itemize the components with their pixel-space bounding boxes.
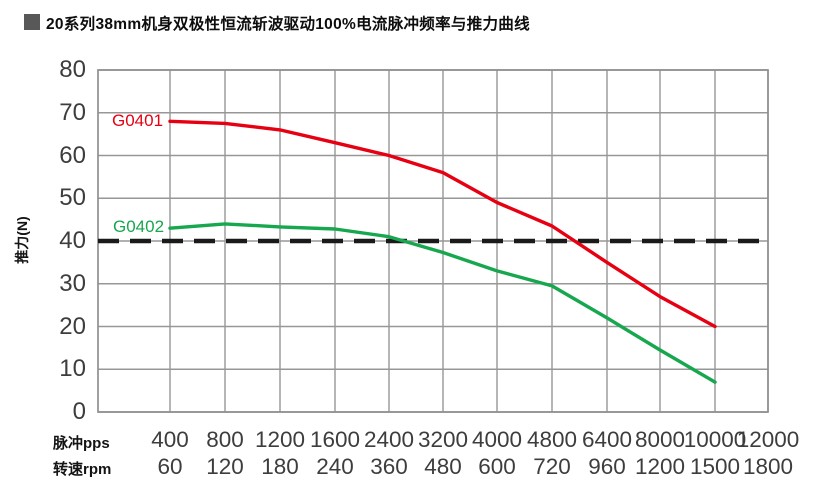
y-tick-label: 70 [59,98,86,126]
y-tick-label: 80 [59,56,86,83]
x-axis-row-label-pps: 脉冲pps [53,435,110,452]
y-tick-label: 20 [59,312,86,340]
x-axis-row-label-rpm: 转速rpm [53,461,112,478]
x-tick-label-rpm: 360 [370,454,408,479]
x-tick-label-pps: 800 [206,427,244,452]
x-tick-label-pps: 2400 [363,427,415,452]
y-tick-label: 10 [59,355,86,383]
x-tick-label-pps: 4800 [526,427,578,452]
series-label-g0401: G0401 [112,111,164,130]
x-tick-label-rpm: 1500 [689,454,741,479]
title-bullet-icon [24,14,40,30]
x-tick-label-pps: 10000 [683,427,747,452]
x-tick-label-pps: 4000 [471,427,523,452]
x-tick-label-rpm: 720 [533,454,571,479]
series-line-g0401 [168,119,717,329]
x-tick-label-rpm: 180 [261,454,299,479]
y-tick-label: 40 [59,227,86,254]
x-tick-label-rpm: 960 [588,454,626,479]
y-tick-label: 0 [72,398,86,425]
series-label-g0402: G0402 [113,217,165,236]
x-tick-label-pps: 8000 [634,427,686,452]
x-tick-label-rpm: 60 [157,454,183,479]
x-tick-label-pps: 3200 [417,427,469,452]
y-axis-title: 推力(N) [14,216,30,264]
chart-header: 20系列38mm机身双极性恒流斩波驱动100%电流脉冲频率与推力曲线 [0,0,814,40]
page-title: 20系列38mm机身双极性恒流斩波驱动100%电流脉冲频率与推力曲线 [46,16,530,33]
x-tick-label-pps: 1600 [309,427,361,452]
x-tick-label-rpm: 1200 [634,454,686,479]
x-tick-label-rpm: 240 [316,454,354,479]
y-tick-label: 50 [59,184,86,212]
y-tick-label: 60 [59,141,86,169]
x-tick-label-pps: 1200 [254,427,306,452]
x-tick-label-rpm: 600 [478,454,516,479]
x-tick-label-pps: 12000 [736,427,800,452]
x-tick-label-rpm: 480 [424,454,462,479]
y-tick-label: 30 [59,269,86,297]
x-tick-label-rpm: 1800 [742,454,794,479]
x-tick-label-pps: 400 [151,427,189,452]
x-tick-label-rpm: 120 [206,454,244,479]
series-line-g0402 [168,222,717,384]
x-tick-label-pps: 6400 [581,427,633,452]
